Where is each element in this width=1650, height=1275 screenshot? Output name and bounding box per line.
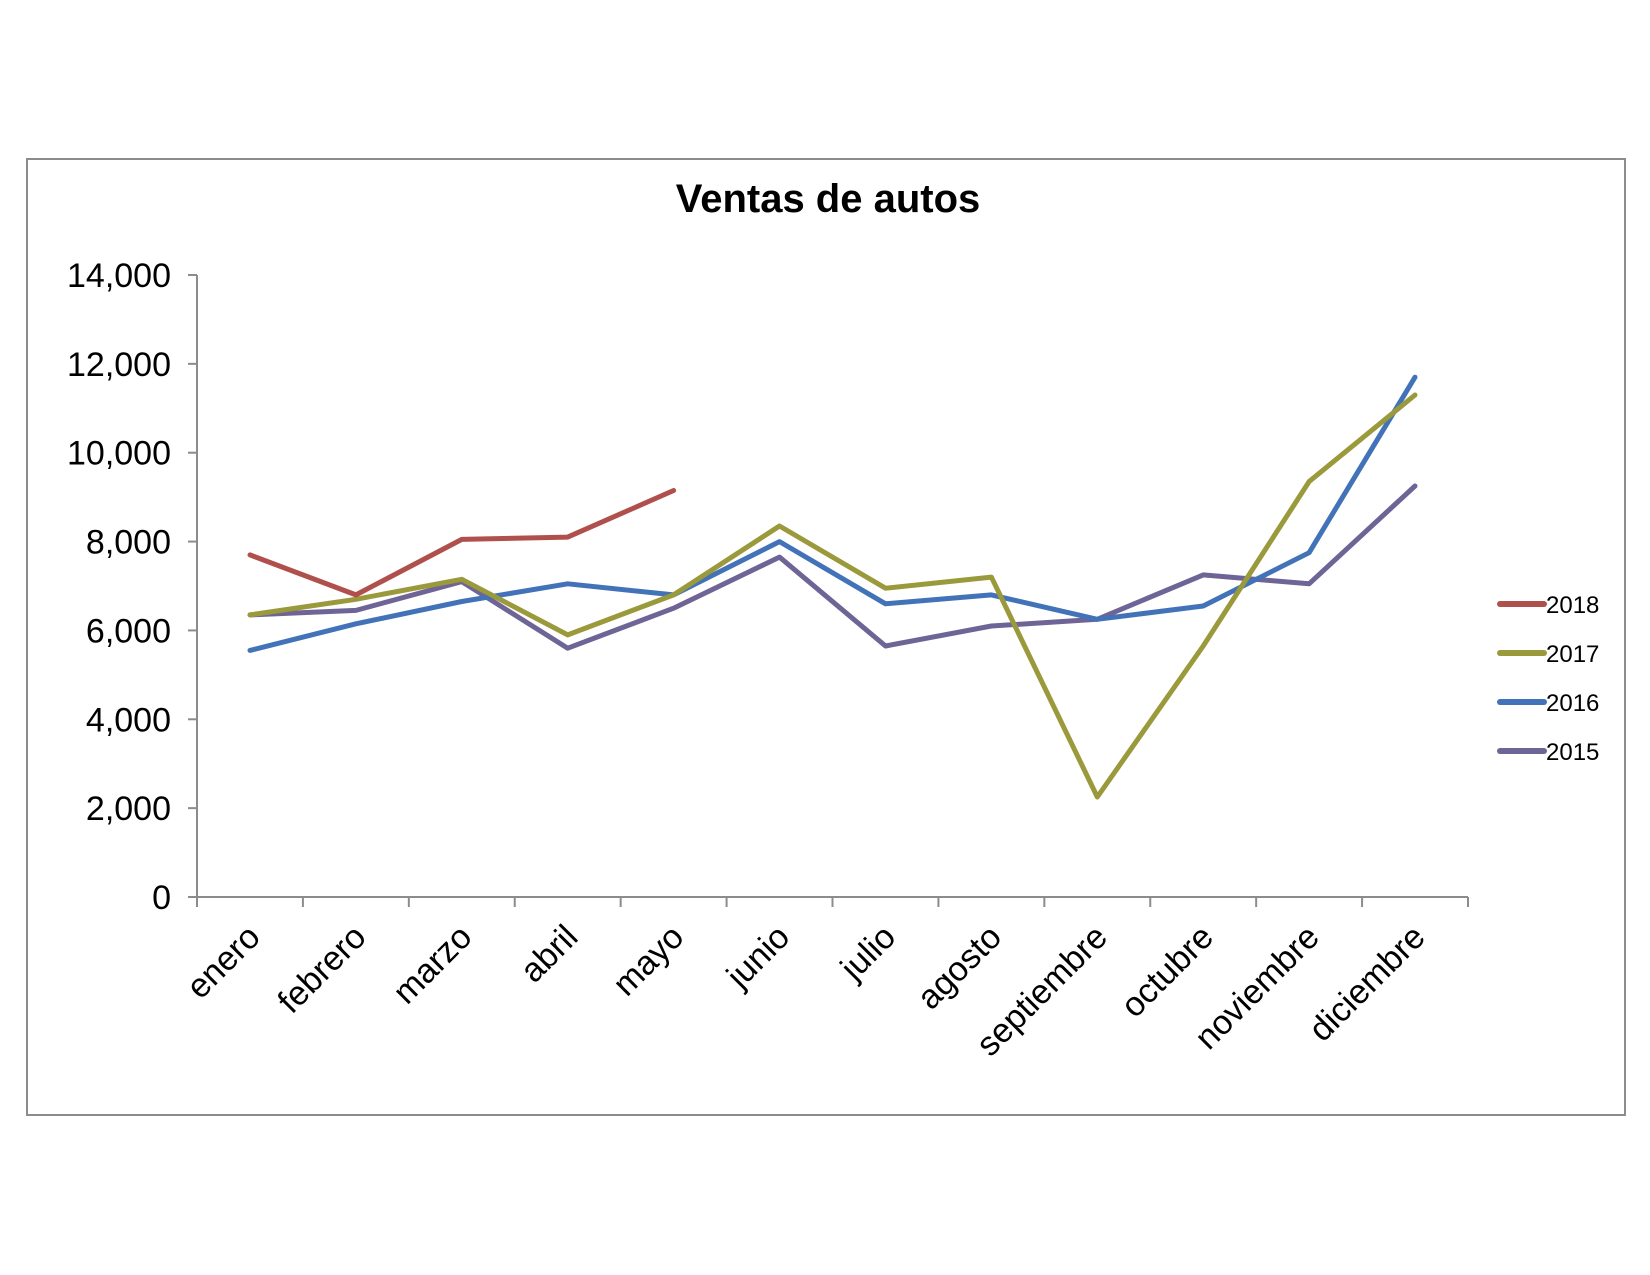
- x-tick-label: mayo: [606, 918, 692, 1004]
- series-line-2016: [247, 374, 1418, 653]
- legend: 2018 2017 2016 2015: [1497, 592, 1599, 766]
- y-tick-label: 2,000: [86, 790, 171, 828]
- chart-title: Ventas de autos: [676, 177, 981, 221]
- legend-item-2018: 2018: [1497, 592, 1599, 619]
- series-line-2015: [247, 483, 1418, 651]
- series-lines: [247, 374, 1418, 800]
- y-tick-label: 4,000: [86, 701, 171, 739]
- axes: 0 2,000 4,000 6,000 8,000 10,000 12,000 14,000 e…: [67, 257, 1469, 1064]
- legend-label-2015: 2015: [1546, 739, 1599, 766]
- x-tick-label: octubre: [1114, 918, 1221, 1025]
- legend-item-2017: 2017: [1497, 641, 1599, 668]
- y-tick-label: 14,000: [67, 257, 171, 295]
- x-tick-label: enero: [179, 918, 267, 1006]
- x-tick-label: diciembre: [1302, 918, 1433, 1049]
- x-tick-label: agosto: [910, 918, 1009, 1017]
- y-tick-label: 10,000: [67, 435, 171, 473]
- y-tick-label: 8,000: [86, 524, 171, 562]
- legend-item-2016: 2016: [1497, 690, 1599, 717]
- x-tick-label: abril: [513, 918, 585, 990]
- legend-label-2017: 2017: [1546, 641, 1599, 668]
- series-line-2018: [247, 488, 677, 598]
- y-tick-label: 0: [152, 879, 171, 917]
- x-tick-label: junio: [719, 918, 797, 996]
- y-tick-label: 12,000: [67, 346, 171, 384]
- x-tick-label: julio: [833, 918, 903, 988]
- series-line-2017: [247, 392, 1418, 800]
- legend-label-2018: 2018: [1546, 592, 1599, 619]
- legend-label-2016: 2016: [1546, 690, 1599, 717]
- y-tick-label: 6,000: [86, 612, 171, 650]
- x-tick-label: marzo: [386, 918, 480, 1012]
- legend-item-2015: 2015: [1497, 739, 1599, 766]
- x-tick-label: febrero: [270, 918, 373, 1021]
- chart-area: [26, 158, 1626, 1116]
